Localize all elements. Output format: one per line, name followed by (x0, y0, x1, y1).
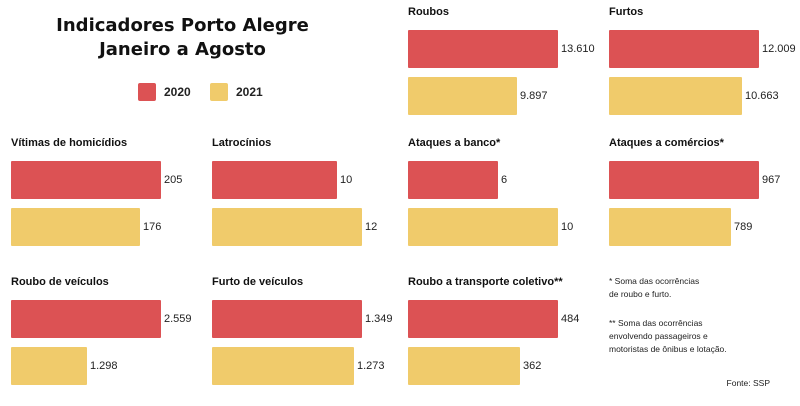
legend-item-2020: 2020 (138, 82, 191, 102)
bar-2021 (11, 208, 140, 246)
bar-value-label: 967 (762, 174, 781, 186)
panel-title: Vítimas de homicídios (11, 137, 128, 149)
bar-2021 (609, 208, 731, 246)
footnote-2: ** Soma das ocorrências envolvendo passa… (609, 317, 789, 356)
legend-swatch-2020 (138, 83, 156, 101)
footnote-1-line-2: de roubo e furto. (609, 289, 672, 299)
panel-title: Ataques a comércios* (609, 137, 724, 149)
bar-2020 (408, 300, 558, 338)
bar-value-label: 13.610 (561, 43, 595, 55)
source-note: Fonte: SSP (726, 378, 770, 388)
panel-title: Latrocínios (212, 137, 272, 149)
bar-value-label: 176 (143, 221, 162, 233)
bar-2021 (212, 208, 362, 246)
panel-title: Roubos (408, 6, 449, 18)
chart-panel: Ataques a comércios* 967 789 (609, 137, 799, 267)
bar-2020 (11, 161, 161, 199)
bar-2020 (408, 161, 498, 199)
title-line-1: Indicadores Porto Alegre (56, 15, 309, 36)
chart-panel: Furtos 12.009 10.663 (609, 6, 799, 136)
bar-value-label: 1.298 (90, 360, 118, 372)
title-line-2: Janeiro a Agosto (99, 39, 266, 60)
bar-value-label: 1.349 (365, 313, 393, 325)
footnote-1: * Soma das ocorrências de roubo e furto. (609, 275, 789, 301)
chart-panel: Vítimas de homicídios 205 176 (11, 137, 201, 267)
footnote-2-line-2: envolvendo passageiros e (609, 331, 708, 341)
bar-2021 (408, 347, 520, 385)
bar-value-label: 789 (734, 221, 753, 233)
bar-2020 (408, 30, 558, 68)
legend-label-2021: 2021 (236, 85, 263, 99)
bar-value-label: 10 (340, 174, 353, 186)
bar-value-label: 10 (561, 221, 574, 233)
footnote-2-line-1: ** Soma das ocorrências (609, 318, 703, 328)
legend-label-2020: 2020 (164, 85, 191, 99)
bar-2020 (212, 300, 362, 338)
bar-value-label: 205 (164, 174, 183, 186)
legend-swatch-2021 (210, 83, 228, 101)
footnotes: * Soma das ocorrências de roubo e furto.… (609, 275, 789, 372)
panel-title: Roubo a transporte coletivo** (408, 276, 563, 288)
chart-panel: Ataques a banco* 6 10 (408, 137, 598, 267)
chart-panel: Roubo de veículos 2.559 1.298 (11, 276, 201, 406)
bar-2021 (212, 347, 354, 385)
bar-value-label: 362 (523, 360, 542, 372)
chart-panel: Latrocínios 10 12 (212, 137, 402, 267)
panel-title: Ataques a banco* (408, 137, 501, 149)
legend-item-2021: 2021 (210, 82, 263, 102)
panel-title: Furto de veículos (212, 276, 304, 288)
panel-title: Furtos (609, 6, 644, 18)
bar-value-label: 6 (501, 174, 508, 186)
bar-2020 (212, 161, 337, 199)
chart-panel: Furto de veículos 1.349 1.273 (212, 276, 402, 406)
bar-value-label: 10.663 (745, 90, 779, 102)
bar-2020 (11, 300, 161, 338)
bar-value-label: 1.273 (357, 360, 385, 372)
chart-title: Indicadores Porto Alegre Janeiro a Agost… (40, 14, 325, 62)
bar-2021 (408, 77, 517, 115)
panel-title: Roubo de veículos (11, 276, 109, 288)
bar-value-label: 484 (561, 313, 580, 325)
bar-value-label: 12 (365, 221, 378, 233)
chart-panel: Roubos 13.610 9.897 (408, 6, 598, 136)
bar-value-label: 2.559 (164, 313, 192, 325)
footnote-1-line-1: * Soma das ocorrências (609, 276, 700, 286)
bar-2021 (408, 208, 558, 246)
bar-2021 (11, 347, 87, 385)
bar-value-label: 9.897 (520, 90, 548, 102)
chart-panel: Roubo a transporte coletivo** 484 362 (408, 276, 598, 406)
bar-2020 (609, 30, 759, 68)
bar-2020 (609, 161, 759, 199)
bar-2021 (609, 77, 742, 115)
bar-value-label: 12.009 (762, 43, 796, 55)
footnote-2-line-3: motoristas de ônibus e lotação. (609, 344, 727, 354)
